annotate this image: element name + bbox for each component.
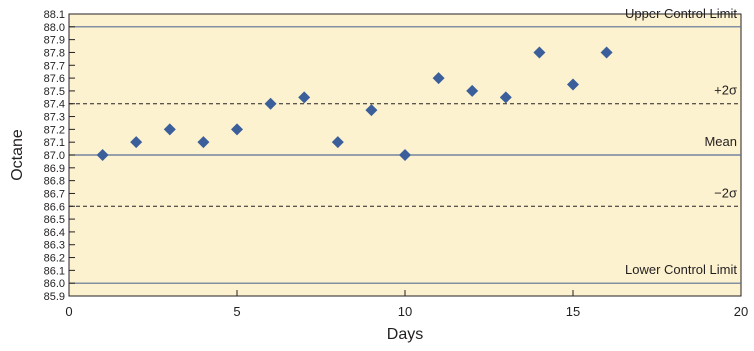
y-tick-label: 86.4 [44,227,65,239]
y-tick-label: 86.8 [44,176,65,188]
data-point [264,97,277,110]
x-axis-label: Days [387,326,423,343]
data-point [365,104,378,117]
reference-line-label: Lower Control Limit [625,262,737,277]
y-tick-label: 88.0 [44,22,65,34]
y-tick-label: 86.0 [44,278,65,290]
reference-line-label: +2σ [714,83,737,98]
y-tick-label: 87.8 [44,47,65,59]
data-point [298,91,311,104]
y-tick-label: 86.1 [44,265,65,277]
data-point [399,149,411,161]
y-tick-label: 86.2 [44,253,65,265]
data-point [96,149,109,161]
y-axis-label: Octane [9,129,26,181]
data-point [197,136,210,149]
x-tick-label: 0 [65,304,72,319]
y-tick-label: 87.1 [44,137,65,149]
data-point [567,78,579,91]
data-point [466,84,479,97]
x-tick-label: 5 [233,304,240,319]
x-axis: 0 5 10 15 20 [65,290,748,319]
data-point [533,46,546,59]
data-point [600,46,613,59]
data-point [331,136,344,149]
data-points [96,46,613,161]
y-tick-label: 87.0 [44,150,65,162]
x-tick-label: 15 [566,304,580,319]
reference-line-label: Upper Control Limit [625,6,737,21]
data-point [432,72,445,85]
x-tick-label: 20 [734,304,748,319]
y-tick-label: 87.6 [44,73,65,85]
data-point [130,136,143,149]
reference-lines [69,26,741,284]
y-tick-label: 86.9 [44,163,65,175]
y-tick-label: 87.4 [44,99,65,111]
data-point [163,123,176,136]
y-axis: 88.188.087.987.887.787.687.587.487.387.2… [44,9,75,303]
y-tick-label: 86.3 [44,240,65,252]
reference-labels: Upper Control Limit +2σ Mean −2σ Lower Contr… [625,6,737,277]
y-tick-label: 88.1 [44,9,65,21]
y-tick-label: 87.5 [44,86,65,98]
y-tick-label: 87.3 [44,112,65,124]
y-tick-label: 87.2 [44,124,65,136]
y-tick-label: 87.7 [44,60,65,72]
data-point [231,123,243,136]
data-point [499,91,512,104]
reference-line-label: Mean [704,134,737,149]
y-tick-label: 87.9 [44,35,65,47]
y-tick-label: 86.7 [44,188,65,200]
y-tick-label: 85.9 [44,291,65,303]
y-tick-label: 86.5 [44,214,65,226]
reference-line-label: −2σ [714,185,737,200]
y-tick-label: 86.6 [44,201,65,213]
x-tick-label: 10 [398,304,412,319]
